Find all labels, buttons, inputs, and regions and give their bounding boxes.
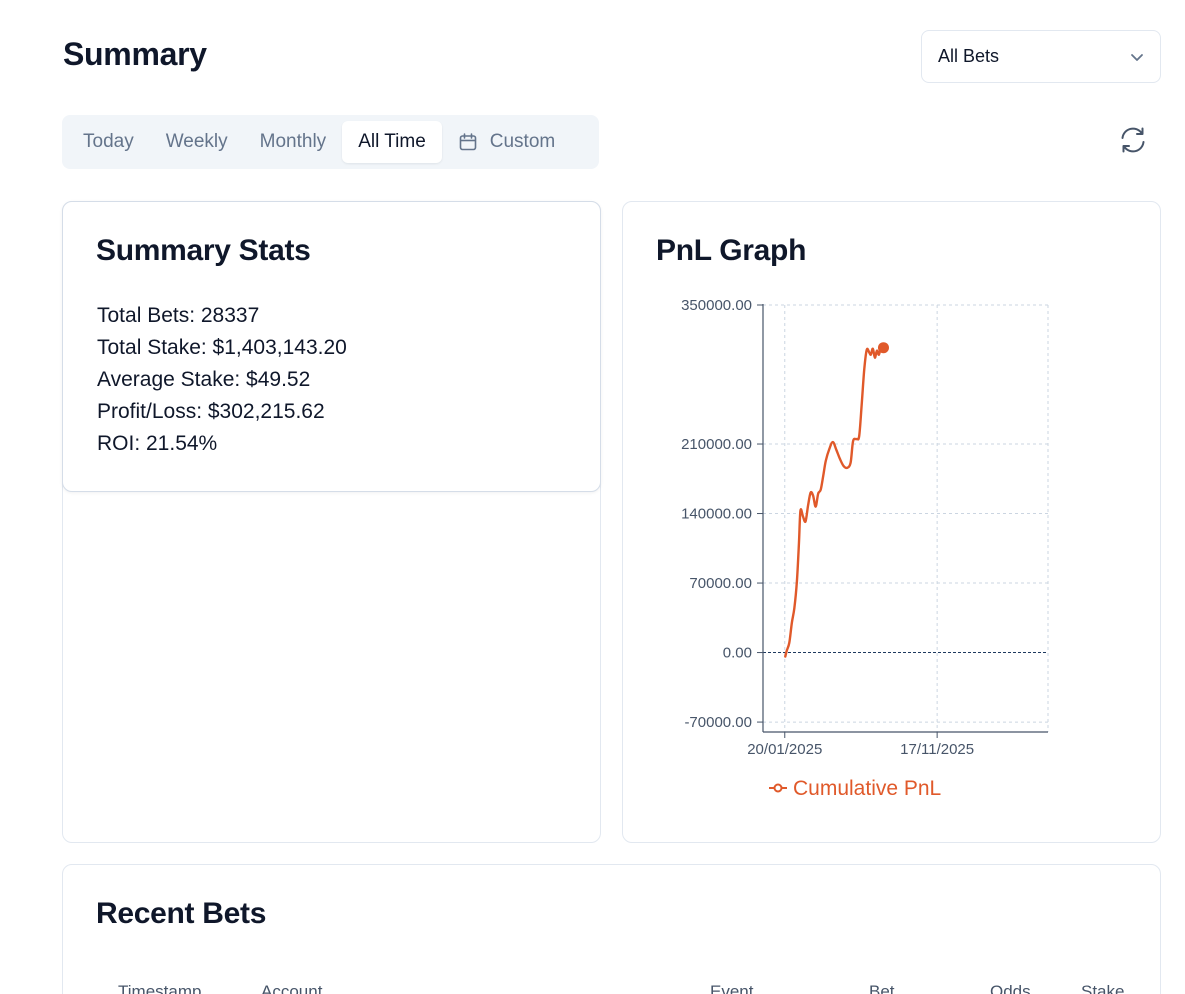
column-header-bet[interactable]: Bet [869, 982, 895, 994]
refresh-icon [1118, 125, 1148, 160]
calendar-icon [458, 132, 478, 152]
time-range-tabs: Today Weekly Monthly All Time Custom [62, 115, 599, 169]
pnl-graph-card: PnL Graph -70000.00 0.00 70000.00 140000.00… [622, 201, 1161, 843]
column-header-stake[interactable]: Stake [1081, 982, 1125, 994]
y-tick-label: -70000.00 [684, 714, 752, 731]
column-header-event[interactable]: Event [710, 982, 754, 994]
summary-stats-card: Summary Stats Total Bets: 28337 Total St… [62, 201, 601, 843]
refresh-button[interactable] [1117, 126, 1149, 158]
recent-bets-card: Recent Bets Timestamp Account Event Bet … [62, 864, 1161, 994]
stat-roi: ROI: 21.54% [97, 432, 218, 455]
legend-marker [773, 783, 783, 793]
stat-total-stake: Total Stake: $1,403,143.20 [97, 336, 347, 359]
pnl-chart: -70000.00 0.00 70000.00 140000.00 210000.00 3… [681, 297, 1049, 800]
stats-list: Total Bets: 28337 Total Stake: $1,403,14… [97, 300, 347, 460]
bet-filter-value: All Bets [938, 46, 1000, 66]
y-tick-label: 0.00 [723, 645, 752, 662]
page-title: Summary [63, 36, 207, 72]
column-header-timestamp[interactable]: Timestamp [118, 982, 202, 994]
chevron-down-icon [1130, 50, 1144, 64]
stat-total-bets: Total Bets: 28337 [97, 304, 260, 327]
stat-profit-loss: Profit/Loss: $302,215.62 [97, 400, 325, 423]
pnl-end-point [877, 342, 889, 354]
y-tick-label: 70000.00 [689, 575, 752, 592]
column-header-account[interactable]: Account [261, 982, 323, 994]
x-tick-label: 20/01/2025 [747, 741, 822, 758]
tab-monthly[interactable]: Monthly [259, 131, 327, 152]
bet-filter-select[interactable]: All Bets [921, 30, 1161, 83]
y-tick-label: 210000.00 [681, 436, 752, 453]
pnl-graph-title: PnL Graph [656, 234, 807, 267]
tab-all-time[interactable]: All Time [342, 121, 442, 163]
y-tick-label: 140000.00 [681, 506, 752, 523]
summary-stats-title: Summary Stats [96, 234, 311, 267]
summary-stats-panel: Summary Stats Total Bets: 28337 Total St… [62, 201, 601, 492]
tab-custom[interactable]: Custom [442, 121, 571, 163]
y-tick-label: 350000.00 [681, 297, 752, 314]
x-tick-label: 17/11/2025 [900, 741, 974, 758]
pnl-series-line [784, 344, 883, 658]
recent-bets-title: Recent Bets [96, 897, 267, 930]
legend-label: Cumulative PnL [793, 777, 941, 800]
tab-today[interactable]: Today [83, 131, 134, 152]
stat-average-stake: Average Stake: $49.52 [97, 368, 311, 391]
tab-weekly[interactable]: Weekly [165, 131, 228, 152]
column-header-odds[interactable]: Odds [990, 982, 1031, 994]
